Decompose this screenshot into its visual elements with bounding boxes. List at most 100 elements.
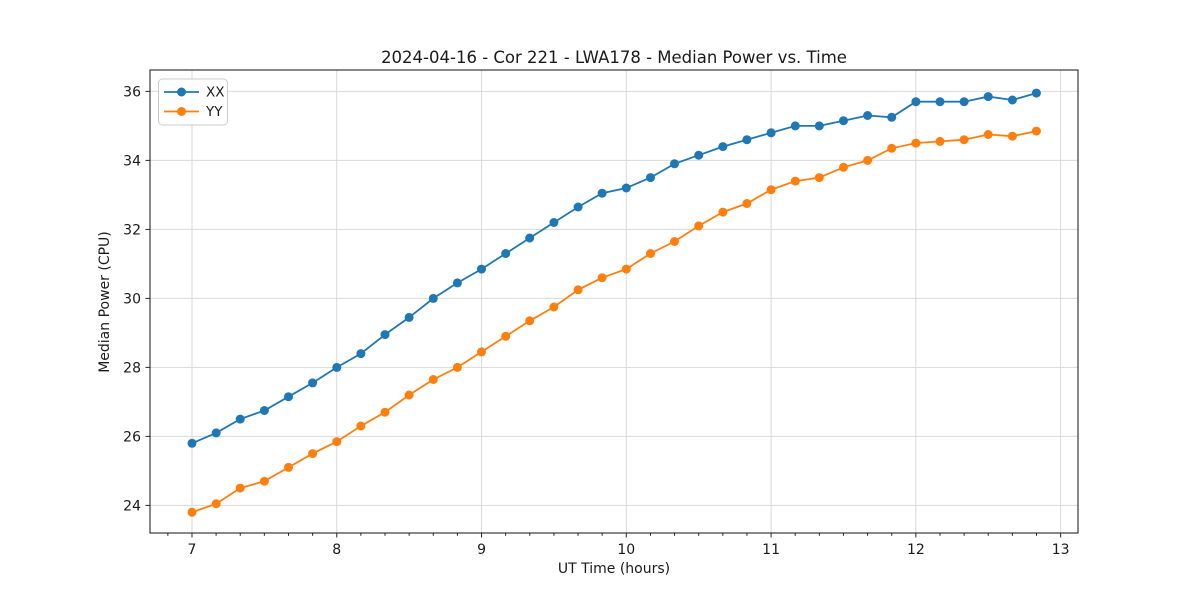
data-point-yy (549, 302, 559, 312)
data-point-xx (187, 438, 197, 448)
data-point-yy (525, 316, 535, 326)
data-point-yy (1007, 131, 1017, 141)
data-point-yy (332, 437, 342, 447)
data-point-xx (428, 293, 438, 303)
data-point-xx (549, 218, 559, 227)
data-point-yy (911, 138, 921, 148)
data-point-xx (308, 378, 318, 388)
y-tick-label: 30 (123, 291, 141, 307)
x-tick-label: 9 (477, 542, 486, 558)
chart-title: 2024-04-16 - Cor 221 - LWA178 - Median P… (381, 48, 847, 67)
plot-border (149, 69, 1079, 534)
data-point-xx (742, 135, 752, 145)
data-point-xx (452, 278, 462, 288)
data-point-xx (477, 264, 486, 274)
data-point-yy (959, 135, 969, 145)
data-point-yy (452, 362, 462, 372)
data-point-yy (814, 173, 824, 183)
data-point-xx (935, 97, 945, 107)
data-point-yy (863, 155, 873, 165)
data-point-yy (428, 375, 438, 384)
data-point-yy (694, 221, 704, 231)
data-point-xx (211, 428, 221, 438)
data-point-xx (501, 249, 511, 258)
data-point-yy (646, 249, 655, 258)
x-tick-label: 12 (907, 542, 925, 558)
data-point-yy (477, 347, 486, 357)
data-point-xx (573, 202, 583, 212)
legend-item-yy: YY (164, 104, 223, 120)
data-point-xx (790, 121, 800, 131)
data-point-yy (1031, 126, 1041, 136)
data-point-xx (718, 142, 728, 152)
y-tick-label: 34 (123, 153, 141, 169)
data-point-yy (839, 162, 848, 172)
legend-marker-yy (177, 107, 186, 116)
legend-box (158, 78, 228, 126)
x-tick-label: 10 (617, 542, 635, 558)
data-point-yy (404, 390, 414, 400)
y-axis-label: Median Power (CPU) (97, 231, 113, 373)
data-point-xx (646, 173, 655, 183)
data-point-xx (959, 97, 969, 107)
data-point-xx (1031, 88, 1041, 98)
data-point-xx (597, 188, 607, 198)
data-point-yy (573, 285, 583, 295)
series-line-yy (191, 130, 1037, 514)
data-point-yy (308, 449, 318, 459)
data-point-yy (983, 130, 993, 139)
data-point-yy (211, 499, 221, 509)
data-point-xx (332, 362, 342, 372)
data-point-yy (259, 476, 269, 486)
data-point-yy (742, 199, 752, 208)
data-point-xx (404, 312, 414, 322)
tick-label-layer: 7 8 9 10 11 12 13 24 26 28 30 32 34 36 (123, 84, 1069, 558)
x-tick-label: 13 (1052, 542, 1070, 558)
data-point-xx (259, 406, 269, 415)
data-point-xx (356, 349, 366, 359)
data-point-yy (935, 136, 945, 146)
data-point-yy (380, 407, 390, 417)
data-point-xx (863, 111, 873, 120)
data-point-xx (1007, 95, 1017, 105)
data-point-xx (814, 121, 824, 131)
data-point-yy (790, 176, 800, 186)
data-point-xx (766, 128, 776, 138)
data-point-yy (887, 143, 897, 153)
legend-item-xx: XX (164, 85, 225, 101)
y-tick-label: 32 (123, 222, 141, 238)
data-point-xx (235, 414, 245, 424)
data-point-yy (621, 264, 631, 274)
data-point-yy (235, 483, 245, 493)
axes-layer (145, 69, 1079, 538)
series-line-xx (191, 92, 1037, 445)
data-point-yy (670, 237, 679, 246)
data-point-yy (356, 421, 366, 431)
x-axis-label: UT Time (hours) (558, 561, 670, 577)
legend-label-yy: YY (205, 104, 223, 120)
data-point-xx (525, 233, 535, 243)
data-point-xx (694, 150, 704, 160)
legend-marker-xx (177, 87, 186, 97)
x-tick-label: 8 (332, 542, 341, 558)
data-point-xx (670, 159, 679, 169)
data-point-xx (621, 183, 631, 193)
x-tick-label: 7 (188, 542, 197, 558)
data-point-xx (983, 92, 993, 102)
legend-label-xx: XX (206, 85, 225, 101)
legend: XX YY (158, 78, 228, 126)
data-point-yy (284, 462, 293, 472)
data-point-yy (766, 185, 776, 195)
data-point-yy (718, 207, 728, 217)
data-point-xx (284, 392, 293, 402)
y-tick-label: 36 (123, 84, 141, 100)
data-point-yy (597, 273, 607, 283)
y-tick-label: 28 (123, 360, 141, 376)
data-point-xx (911, 97, 921, 107)
data-point-yy (187, 507, 197, 517)
data-point-xx (380, 330, 390, 340)
data-point-yy (501, 331, 511, 341)
data-point-xx (887, 112, 897, 122)
